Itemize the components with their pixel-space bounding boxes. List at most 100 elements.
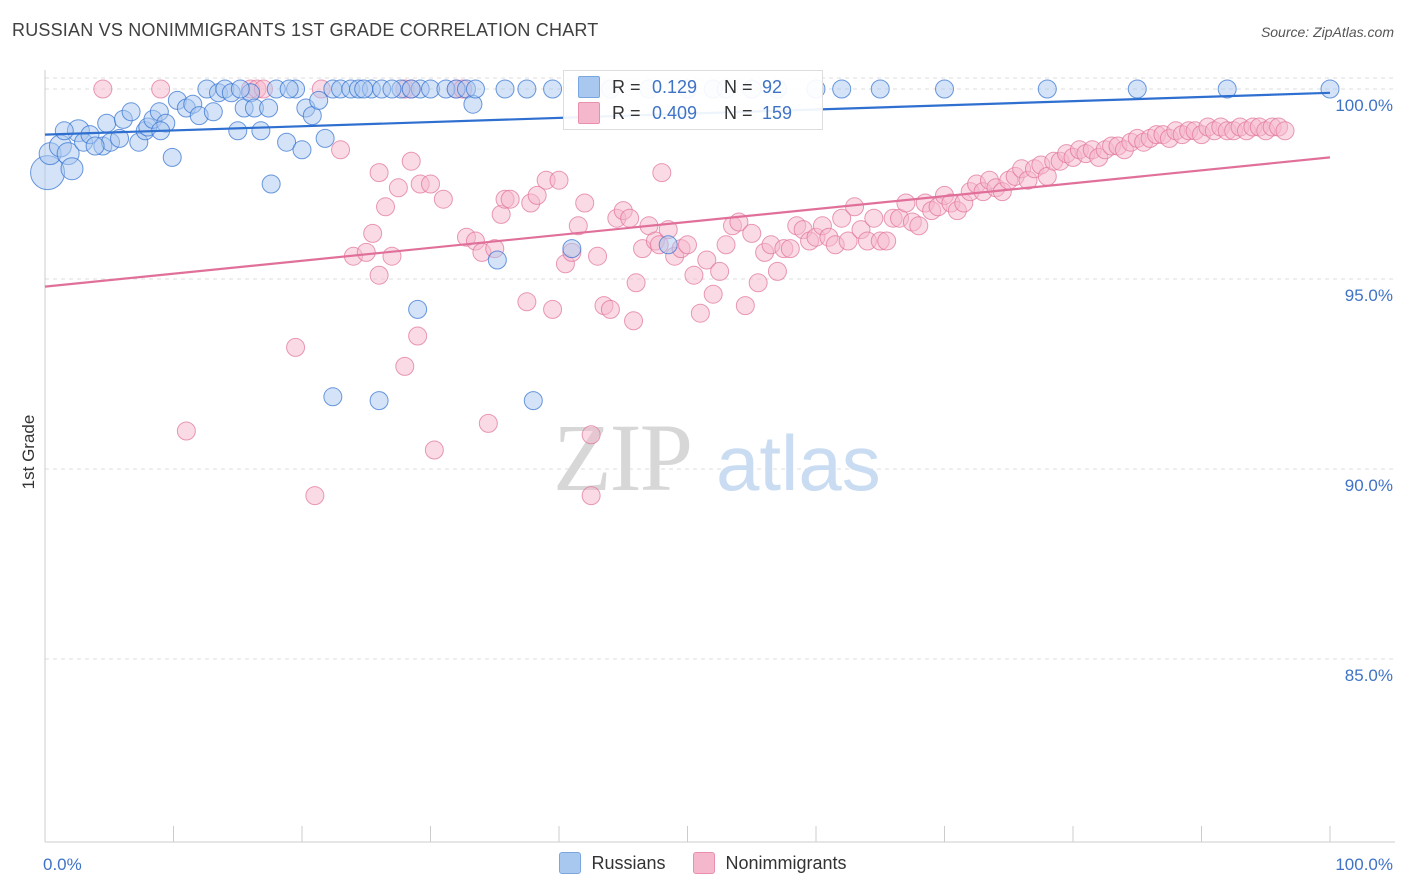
nonimmigrants-point [767,261,787,281]
stats-r-label: R = [612,76,641,97]
russians-point [408,299,428,319]
russians-point [523,391,543,411]
nonimmigrants-point [780,239,800,259]
stats-n-label: N = [724,102,753,123]
nonimmigrants-point [620,208,640,228]
legend: Russians Nonimmigrants [0,852,1406,874]
russians-point [401,79,421,99]
nonimmigrants-point [363,223,383,243]
x-tick-labels: 0.0% 100.0% [43,855,1393,874]
nonimmigrants-point [909,216,929,236]
nonimmigrants-point [543,299,563,319]
russians-point [162,147,182,167]
russians-point [562,239,582,259]
russians-point [369,391,389,411]
nonimmigrants-point [376,197,396,217]
nonimmigrants-point [877,231,897,251]
y-tick-label: 100.0% [1335,96,1393,115]
russians-point [354,79,374,99]
nonimmigrants-point [395,356,415,376]
nonimmigrants-point [716,235,736,255]
russians-point [309,90,329,110]
stats-n-value: 92 [762,76,783,97]
nonimmigrants-point [176,421,196,441]
stats-n-value: 159 [762,102,793,123]
nonimmigrants-point [678,235,697,255]
nonimmigrants-point [382,246,402,266]
nonimmigrants-point [581,425,601,445]
x-tick-label: 0.0% [43,855,82,874]
nonimmigrants-point [581,486,601,506]
nonimmigrants-point [424,440,444,460]
chart-source: Source: ZipAtlas.com [1260,24,1394,40]
russians-point [85,136,105,156]
russians-point [487,250,507,270]
nonimmigrants-points [93,79,1295,506]
legend-item-nonimmigrants[interactable]: Nonimmigrants [693,852,847,874]
nonimmigrants-point [500,189,520,209]
russians-point [60,157,84,181]
legend-swatch-blue [559,852,582,874]
y-tick-label: 90.0% [1345,476,1393,495]
stats-r-value: 0.129 [652,76,698,97]
stats-r-value: 0.409 [652,102,698,123]
russians-point [277,132,297,152]
nonimmigrants-point [864,208,884,228]
axes [44,70,1395,843]
nonimmigrants-point [703,284,723,304]
nonimmigrants-point [478,413,498,433]
nonimmigrants-point [401,151,421,171]
stats-swatch-blue [578,76,600,98]
nonimmigrants-point [748,273,768,293]
legend-item-russians[interactable]: Russians [559,852,665,874]
nonimmigrants-point [527,185,547,205]
nonimmigrants-point [832,208,852,228]
russians-point [382,79,402,99]
russians-point [1037,79,1057,99]
russians-point [230,79,250,99]
russians-point [517,79,537,99]
watermark-zip: ZIP [553,404,691,511]
gridlines [45,77,1395,660]
legend-label: Nonimmigrants [725,852,847,873]
nonimmigrants-point [408,326,428,346]
stats-swatch-pink [578,102,600,124]
nonimmigrants-point [568,216,588,236]
russians-point [261,174,281,194]
russians-point [658,235,678,255]
russians-point [870,79,890,99]
stats-row-russians: R = 0.129 N = 92 [578,74,782,100]
russians-point [54,121,74,141]
nonimmigrants-point [588,246,608,266]
nonimmigrants-point [369,163,389,183]
y-tick-label: 95.0% [1345,286,1393,305]
nonimmigrants-point [93,79,113,99]
russians-point [1127,79,1147,99]
nonimmigrants-point [742,223,762,243]
nonimmigrants-point [710,261,730,281]
nonimmigrants-point [421,174,440,194]
nonimmigrants-point [575,193,595,213]
russians-point [228,121,248,141]
nonimmigrants-point [517,292,537,312]
russians-point [121,102,141,122]
nonimmigrants-point [600,299,620,319]
russians-points [30,79,1340,411]
russians-point [832,79,852,99]
russians-point [1217,79,1237,99]
nonimmigrants-point [735,296,755,316]
nonimmigrants-point [286,337,306,357]
stats-row-nonimmigrants: R = 0.409 N = 159 [578,100,792,126]
nonimmigrants-trend-line [44,156,1331,288]
nonimmigrants-point [331,140,351,160]
nonimmigrants-point [151,79,171,99]
russians-point [323,387,343,407]
nonimmigrants-point [369,265,389,285]
russians-point [97,113,117,133]
nonimmigrants-point [433,189,453,209]
legend-swatch-pink [693,852,716,874]
nonimmigrants-point [838,231,858,251]
y-tick-labels: 85.0% 90.0% 95.0% 100.0% [1335,96,1393,685]
nonimmigrants-point [388,178,408,198]
